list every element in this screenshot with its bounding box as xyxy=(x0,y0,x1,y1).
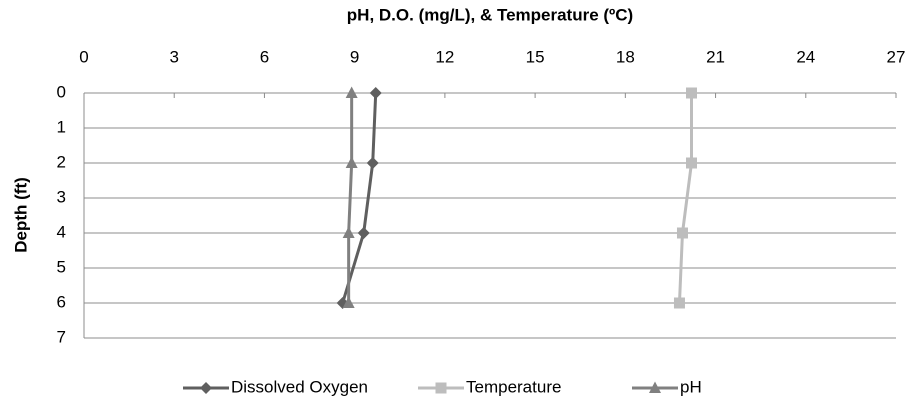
y-tick-label: 6 xyxy=(57,292,66,311)
marker xyxy=(676,227,688,239)
series-line xyxy=(677,93,693,304)
legend-label: Dissolved Oxygen xyxy=(231,377,368,396)
series-line xyxy=(341,92,378,304)
x-tick-label: 0 xyxy=(79,47,88,66)
y-axis-label: Depth (ft) xyxy=(11,177,30,253)
marker xyxy=(200,382,212,394)
marker xyxy=(345,86,358,98)
marker xyxy=(685,87,697,99)
y-tick-label: 1 xyxy=(57,117,66,136)
marker xyxy=(342,226,355,238)
marker xyxy=(685,157,697,169)
y-tick-label: 5 xyxy=(57,257,66,276)
x-tick-label: 9 xyxy=(350,47,359,66)
marker xyxy=(366,157,379,169)
marker xyxy=(435,382,447,394)
y-tick-label: 2 xyxy=(57,152,66,171)
y-tick-label: 0 xyxy=(57,82,66,101)
x-tick-label: 21 xyxy=(706,47,725,66)
x-tick-label: 18 xyxy=(616,47,635,66)
marker xyxy=(345,156,358,168)
marker xyxy=(369,87,382,99)
marker xyxy=(673,297,685,309)
legend-label: pH xyxy=(680,377,702,396)
x-tick-label: 27 xyxy=(887,47,906,66)
legend-label: Temperature xyxy=(466,377,561,396)
x-tick-label: 6 xyxy=(260,47,269,66)
y-tick-label: 4 xyxy=(57,222,66,241)
x-tick-label: 15 xyxy=(526,47,545,66)
x-tick-label: 24 xyxy=(796,47,815,66)
x-tick-label: 3 xyxy=(169,47,178,66)
series-line xyxy=(347,93,354,303)
marker xyxy=(649,381,661,393)
marker xyxy=(342,296,355,308)
y-tick-label: 7 xyxy=(57,327,66,346)
x-tick-label: 12 xyxy=(435,47,454,66)
y-tick-label: 3 xyxy=(57,187,66,206)
chart-title: pH, D.O. (mg/L), & Temperature (ºC) xyxy=(347,5,633,24)
marker xyxy=(357,227,370,239)
